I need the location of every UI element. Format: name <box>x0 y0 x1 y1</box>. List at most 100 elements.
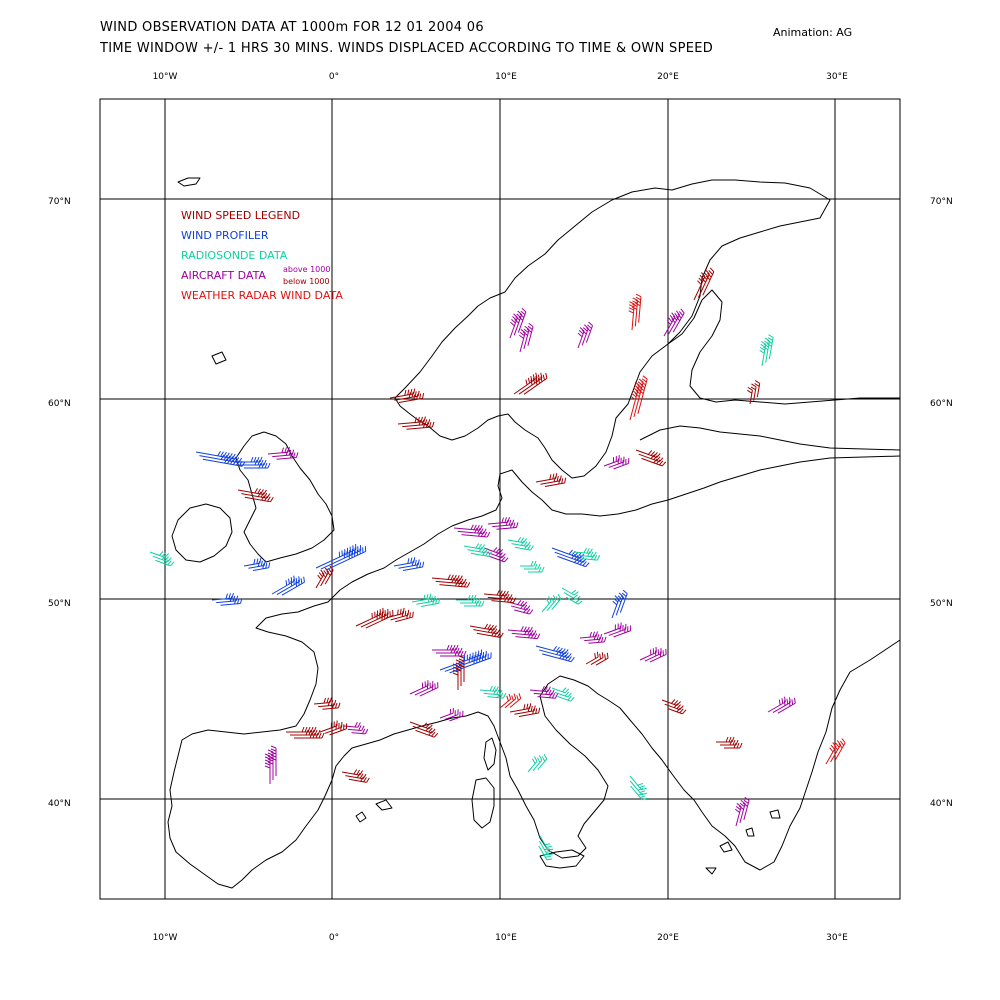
barb-shaft <box>216 600 237 604</box>
barb-feather <box>558 478 561 485</box>
barb-feather <box>520 537 525 543</box>
barb-feather <box>419 562 422 568</box>
barb-feather <box>468 657 470 663</box>
barb-feather <box>220 454 225 460</box>
barb-shaft <box>409 685 429 695</box>
barb-feather <box>413 388 416 394</box>
barb-feather <box>505 590 509 597</box>
barb-feather <box>389 611 391 617</box>
legend-aircraft: AIRCRAFT DATA <box>181 269 266 282</box>
barb-shaft <box>753 386 757 401</box>
barb-feather <box>257 561 260 567</box>
barb-feather <box>470 594 474 601</box>
barb-shaft <box>554 551 584 563</box>
barb-feather <box>628 458 630 464</box>
barb-feather <box>281 447 284 453</box>
barb-feather <box>352 545 354 551</box>
barb-feather <box>470 524 474 530</box>
barb-shaft <box>672 312 685 333</box>
lon-label-bottom-20e: 20°E <box>657 933 679 943</box>
barb-shaft <box>825 746 837 765</box>
above-wind-barb <box>453 524 491 538</box>
barb-feather <box>547 848 554 851</box>
barb-feather <box>264 765 271 769</box>
barb-feather <box>359 548 361 555</box>
barb-feather <box>371 612 373 619</box>
barb-feather <box>220 451 224 457</box>
barb-feather <box>382 607 384 614</box>
barb-feather <box>742 802 748 807</box>
barb-feather <box>455 662 462 666</box>
barb-feather <box>423 594 426 601</box>
barb-feather <box>641 378 647 383</box>
title-line-1: WIND OBSERVATION DATA AT 1000m FOR 12 01… <box>100 20 484 35</box>
barb-feather <box>364 546 367 552</box>
wind-profiler-series <box>195 450 628 674</box>
barb-feather <box>586 548 590 554</box>
barb-feather <box>437 682 439 688</box>
barb-feather <box>523 601 528 607</box>
barb-feather <box>523 328 529 333</box>
barb-feather <box>555 596 560 602</box>
barb-feather <box>503 596 508 603</box>
barb-feather <box>570 657 575 662</box>
below-wind-barb <box>535 473 567 488</box>
barb-shaft <box>527 760 538 773</box>
barb-feather <box>538 707 541 714</box>
barb-shaft <box>470 552 489 557</box>
barb-feather <box>513 313 518 318</box>
barb-feather <box>567 653 572 658</box>
barb-feather <box>527 629 531 635</box>
barb-feather <box>417 416 420 423</box>
barb-shaft <box>584 638 601 642</box>
barb-feather <box>677 313 682 319</box>
barb-feather <box>548 692 553 698</box>
barb-feather <box>679 708 684 714</box>
barb-feather <box>739 742 743 749</box>
barb-shaft <box>523 377 548 395</box>
barb-feather <box>564 649 569 655</box>
barb-shaft <box>557 695 571 702</box>
barb-feather <box>635 296 641 301</box>
barb-feather <box>401 611 404 617</box>
barb-feather <box>356 769 361 775</box>
above-wind-barb <box>579 631 607 644</box>
barb-feather <box>358 725 362 731</box>
barb-feather <box>285 580 288 586</box>
barb-feather <box>699 274 705 280</box>
barb-feather <box>164 553 169 558</box>
barb-shaft <box>398 397 423 404</box>
barb-feather <box>381 611 384 617</box>
barb-feather <box>751 383 757 388</box>
barb-feather <box>527 377 531 384</box>
barb-feather <box>422 392 425 399</box>
barb-feather <box>488 551 492 557</box>
below-wind-barb <box>635 449 667 467</box>
barb-shaft <box>539 835 549 851</box>
barb-shaft <box>702 271 715 296</box>
barb-feather <box>492 686 496 692</box>
barb-feather <box>499 692 504 699</box>
below-wind-barb <box>469 623 504 638</box>
barb-feather <box>225 593 228 599</box>
barb-feather <box>379 609 381 615</box>
barb-feather <box>496 692 501 698</box>
above-wind-barb <box>409 680 439 697</box>
barb-feather <box>617 623 619 629</box>
barb-feather <box>766 343 772 347</box>
barb-feather <box>788 700 791 707</box>
below-wind-barb <box>313 697 341 710</box>
barb-feather <box>430 596 433 602</box>
barb-feather <box>525 379 528 385</box>
barb-feather <box>625 623 627 630</box>
barb-feather <box>541 756 546 762</box>
lon-label-top-10w: 10°W <box>153 72 178 82</box>
barb-shaft <box>611 599 620 619</box>
barb-feather <box>656 456 661 462</box>
barb-feather <box>599 653 601 660</box>
barb-feather <box>487 624 491 630</box>
barb-feather <box>519 313 525 318</box>
barb-feather <box>535 376 538 382</box>
barb-feather <box>479 525 483 531</box>
barb-feather <box>786 698 789 705</box>
